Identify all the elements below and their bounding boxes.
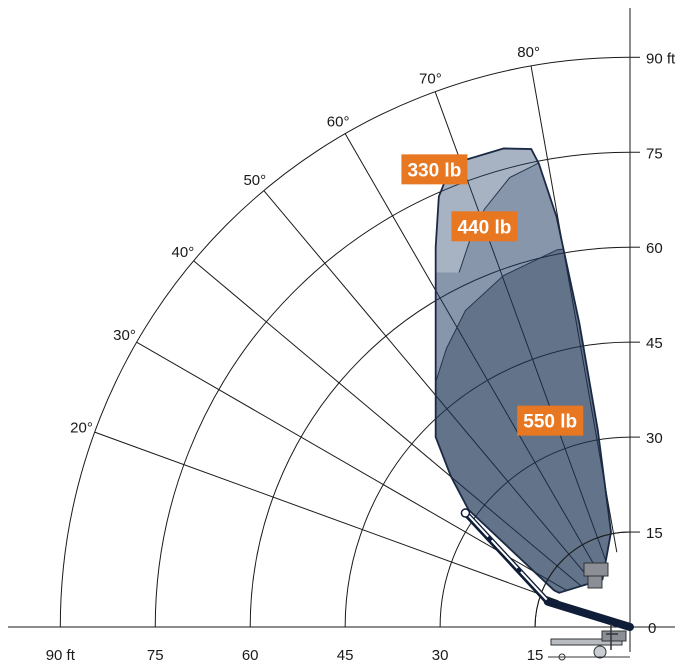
y-tick-label-30: 30 [646,430,663,447]
y-tick-label-90: 90 ft [646,50,676,67]
y-tick-label-75: 75 [646,145,663,162]
x-tick-label-30: 30 [432,647,449,663]
chassis [550,638,623,646]
envelope-arc-75 [435,151,612,593]
load-label-box-2 [517,405,584,436]
platform-mount [587,575,603,589]
angle-line-20 [94,431,559,602]
x-tick-label-60: 60 [242,647,259,663]
load-label-0: 330 lb [407,160,461,181]
x-tick-label-45: 45 [337,647,354,663]
angle-label-30: 30° [113,327,136,344]
turntable [601,630,627,642]
x-tick-label-75: 75 [147,647,164,663]
y-tick-label-15: 15 [646,525,663,542]
angle-label-20: 20° [70,419,93,436]
angle-label-80: 80° [517,44,540,61]
angle-label-60: 60° [327,114,350,131]
envelope-arc-60 [435,246,612,593]
load-label-box-0 [401,154,468,185]
x-tick-label-90: 90 ft [46,647,76,663]
boom-highlight [464,511,548,601]
y-tick-label-0: 0 [648,620,656,637]
load-label-2: 550 lb [523,412,577,433]
angle-label-40: 40° [172,244,195,261]
load-label-1: 440 lb [457,217,511,238]
angle-label-70: 70° [419,71,442,88]
boom-base [543,597,634,631]
angle-line-30 [136,341,565,590]
boom-tip [460,508,471,518]
inner-arc-15 [534,531,631,628]
y-tick-label-60: 60 [646,240,663,257]
angle-label-50: 50° [243,172,266,189]
y-tick-label-45: 45 [646,335,663,352]
reach-arc-90 [59,56,631,628]
load-label-box-1 [451,211,518,242]
wheel-rear [593,645,607,659]
x-tick-label-15: 15 [527,647,544,663]
envelope-arc-45 [435,341,612,593]
platform-basket [583,562,609,577]
